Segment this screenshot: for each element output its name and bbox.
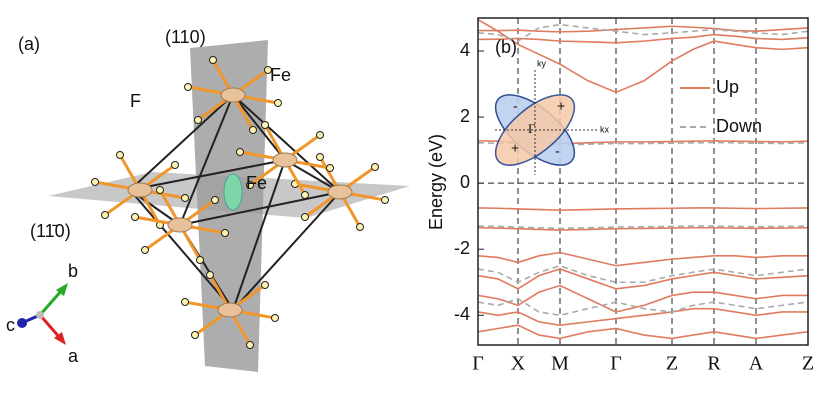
- band-line: [478, 307, 808, 326]
- band-line: [478, 225, 808, 230]
- f-atom: [194, 116, 202, 124]
- f-atom: [184, 83, 192, 91]
- f-atom: [326, 164, 334, 172]
- band-line: [478, 297, 808, 317]
- axis-label: a: [68, 346, 79, 366]
- band-line: [478, 23, 808, 42]
- f-atom: [264, 66, 272, 74]
- f-atom: [249, 126, 257, 134]
- inset-label: kx: [600, 124, 610, 134]
- f-atom: [246, 181, 254, 189]
- y-tick-label: 0: [460, 172, 470, 192]
- atom-label: Fe: [246, 173, 267, 193]
- f-atom: [271, 314, 279, 322]
- band-line: [478, 324, 808, 340]
- inset-label: +: [511, 140, 519, 156]
- fe-atom: [272, 152, 298, 168]
- atom-label: F: [130, 91, 141, 111]
- bonds: [91, 56, 389, 349]
- x-tick-label: A: [749, 353, 764, 375]
- f-atom: [196, 256, 204, 264]
- band-line: [478, 33, 808, 44]
- band-line: [478, 25, 808, 33]
- y-axis-label: Energy (eV): [426, 134, 446, 230]
- f-atom: [371, 163, 379, 171]
- legend-label: Down: [716, 116, 762, 136]
- band-line: [478, 207, 808, 212]
- inset-label: +: [557, 98, 565, 114]
- x-tick-label: M: [551, 353, 569, 375]
- band-line: [478, 141, 808, 146]
- x-tick-label: Z: [802, 353, 814, 375]
- f-atom: [211, 196, 219, 204]
- x-tick-label: Z: [666, 353, 678, 375]
- f-atom: [171, 161, 179, 169]
- inset-label: Γ: [528, 121, 536, 136]
- f-atom: [316, 153, 324, 161]
- band-plot: Γ X M Γ Z R A Z -4 -2 0 2 4 Up Down: [454, 17, 814, 375]
- fe-center: [223, 173, 243, 211]
- f-atom: [156, 186, 164, 194]
- f-atom: [101, 211, 109, 219]
- panel-label: (a): [18, 34, 40, 54]
- inset: ky kx Γ - + + -: [494, 58, 610, 175]
- f-atom: [181, 194, 189, 202]
- panel-label: (b): [495, 37, 517, 57]
- plane-label: (110): [165, 27, 206, 47]
- axes-triad: [17, 283, 68, 345]
- x-tick-label: Γ: [610, 353, 622, 375]
- plane-label: (11̄0): [30, 221, 71, 241]
- y-tick-label: -4: [454, 304, 470, 324]
- fe-atom: [217, 302, 243, 318]
- f-atom: [181, 298, 189, 306]
- band-line: [478, 251, 808, 267]
- band-line: [478, 226, 808, 231]
- f-atom: [261, 281, 269, 289]
- atom-label: Fe: [270, 65, 291, 85]
- f-atom: [316, 131, 324, 139]
- inset-label: -: [555, 143, 560, 159]
- f-atom: [301, 191, 309, 199]
- f-atom: [191, 331, 199, 339]
- f-atom: [274, 99, 282, 107]
- x-tick-label: R: [707, 353, 721, 375]
- f-atom: [141, 246, 149, 254]
- f-atom: [301, 213, 309, 221]
- y-tick-label: -2: [454, 238, 470, 258]
- axis-label: c: [6, 315, 15, 335]
- axis-label: b: [68, 261, 78, 281]
- legend-label: Up: [716, 77, 739, 97]
- fe-atom: [127, 182, 153, 198]
- band-line: [478, 18, 808, 94]
- y-tick-label: 2: [460, 106, 470, 126]
- band-line: [478, 268, 808, 290]
- x-tick-label: X: [511, 353, 526, 375]
- y-tick-label: 4: [460, 40, 470, 60]
- f-atom: [221, 229, 229, 237]
- f-atom: [131, 213, 139, 221]
- crystal-structure: (a) (110) Fe F Fe (11̄0) a b c: [6, 27, 410, 372]
- fe-atom: [220, 87, 246, 103]
- inset-label: ky: [537, 58, 547, 68]
- f-atom: [356, 223, 364, 231]
- f-atom: [206, 271, 214, 279]
- fe-atom: [327, 184, 353, 200]
- band-line: [478, 284, 808, 313]
- plot-frame: [477, 17, 809, 346]
- f-atom: [261, 121, 269, 129]
- f-atom: [209, 56, 217, 64]
- inset-label: -: [513, 98, 518, 114]
- f-atom: [246, 341, 254, 349]
- x-tick-label: Γ: [472, 353, 484, 375]
- f-atom: [116, 151, 124, 159]
- fe-atom: [167, 217, 193, 233]
- band-line: [478, 264, 808, 284]
- f-atom: [236, 148, 244, 156]
- f-atom: [91, 178, 99, 186]
- f-atom: [381, 196, 389, 204]
